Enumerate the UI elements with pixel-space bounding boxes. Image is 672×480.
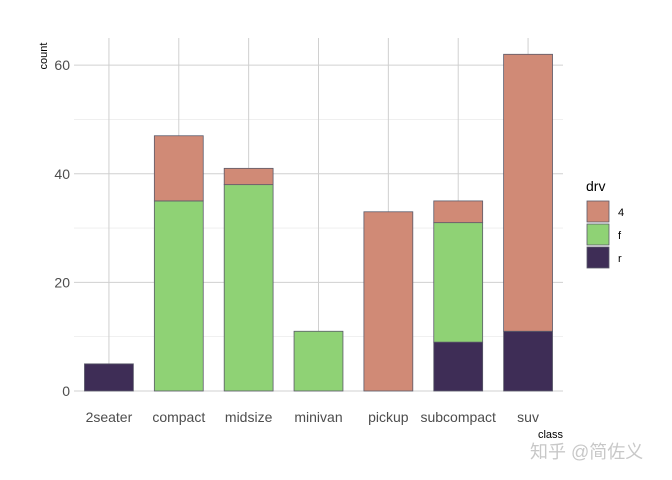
bar-suv-4	[503, 53, 553, 332]
x-tick-label: compact	[152, 409, 205, 425]
bar-subcompact-4	[433, 200, 484, 224]
legend-title: drv	[586, 178, 605, 194]
x-tick-label: 2seater	[86, 409, 133, 425]
x-tick-labels: 2seater compact midsize minivan pickup subcom…	[86, 409, 539, 425]
legend-label: f	[618, 230, 622, 242]
x-tick-label: minivan	[294, 409, 342, 425]
legend-key-f	[586, 223, 610, 246]
bar-midsize-4	[223, 167, 274, 186]
x-tick-label: suv	[517, 409, 539, 425]
legend: drv 4 fr	[586, 178, 624, 269]
legend-label: 4	[618, 207, 624, 219]
bar-minivan-f	[293, 330, 344, 392]
y-axis-title: count	[38, 43, 50, 70]
bar-subcompact-f	[433, 222, 484, 343]
y-tick-labels: 0 20 40 60	[54, 57, 70, 399]
bar-subcompact-r	[433, 341, 484, 392]
bar-compact-4	[153, 135, 204, 202]
y-tick-label: 0	[62, 383, 70, 399]
y-tick-label: 60	[54, 57, 70, 73]
legend-key-r	[586, 246, 610, 269]
bar-compact-f	[153, 200, 204, 392]
x-tick-label: pickup	[368, 409, 409, 425]
watermark: 知乎 @简佐义	[530, 442, 643, 462]
bar-midsize-f	[223, 184, 274, 392]
bar-suv-r	[503, 330, 553, 392]
legend-key-4	[586, 200, 610, 223]
x-tick-label: subcompact	[420, 409, 496, 425]
bar-pickup-4	[363, 211, 414, 392]
y-tick-label: 20	[54, 274, 70, 290]
bar-2seater-r	[84, 363, 134, 392]
x-axis-title: class	[538, 429, 564, 441]
y-tick-label: 40	[54, 166, 70, 182]
legend-label: r	[618, 253, 622, 265]
bars	[84, 53, 553, 392]
x-tick-label: midsize	[225, 409, 273, 425]
